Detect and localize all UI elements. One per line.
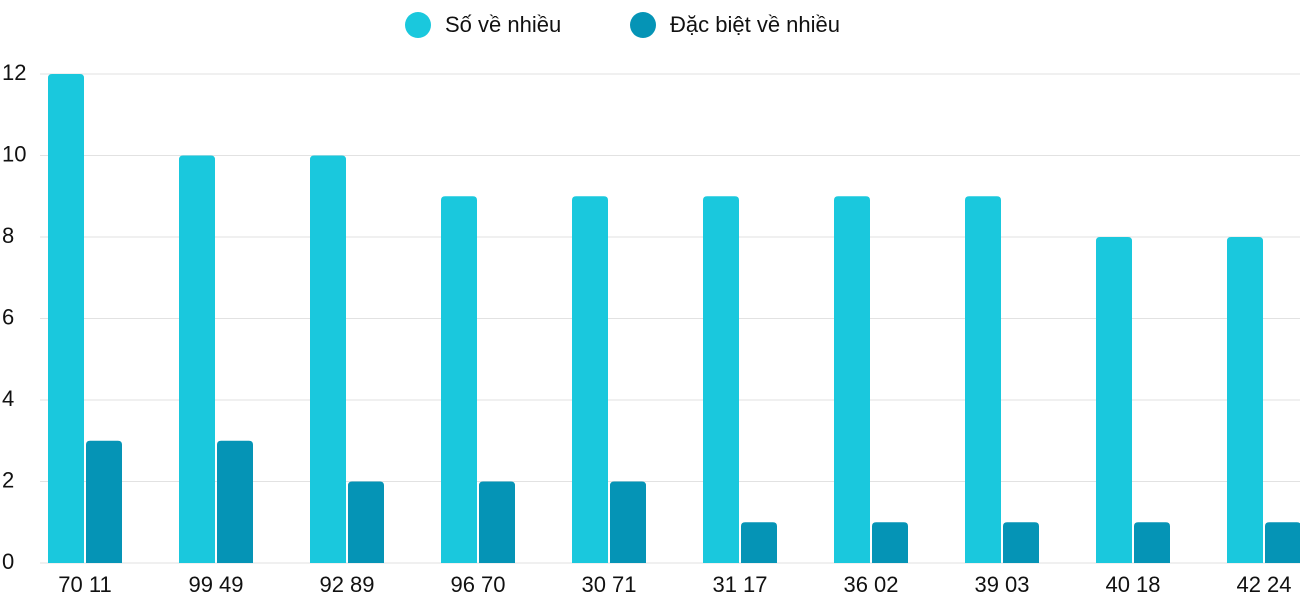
bar (741, 522, 777, 563)
y-tick-label: 4 (2, 386, 14, 411)
x-tick-label: 96 70 (450, 572, 505, 597)
y-tick-label: 2 (2, 467, 14, 492)
y-tick-label: 12 (2, 60, 26, 85)
bar (479, 481, 515, 563)
x-tick-label: 92 89 (319, 572, 374, 597)
legend-label: Đặc biệt về nhiều (670, 12, 840, 37)
legend-label: Số về nhiều (445, 12, 561, 37)
bar (441, 196, 477, 563)
bar (1227, 237, 1263, 563)
x-tick-label: 39 03 (974, 572, 1029, 597)
x-tick-label: 36 02 (843, 572, 898, 597)
bar (217, 440, 253, 563)
bar (610, 481, 646, 563)
y-tick-label: 8 (2, 223, 14, 248)
bar (965, 196, 1001, 563)
bar (872, 522, 908, 563)
bar (834, 196, 870, 563)
x-tick-label: 70 11 (58, 572, 111, 597)
bar (1003, 522, 1039, 563)
x-tick-label: 31 17 (712, 572, 767, 597)
bar (1096, 237, 1132, 563)
x-tick-label: 30 71 (581, 572, 636, 597)
y-tick-label: 0 (2, 549, 14, 574)
bar (48, 74, 84, 563)
x-tick-label: 40 18 (1105, 572, 1160, 597)
x-tick-label: 99 49 (188, 572, 243, 597)
bar (572, 196, 608, 563)
bar (348, 481, 384, 563)
bar (703, 196, 739, 563)
bar (86, 440, 122, 563)
y-tick-label: 10 (2, 141, 26, 166)
bar (1134, 522, 1170, 563)
y-tick-label: 6 (2, 304, 14, 329)
legend-swatch (405, 12, 431, 38)
bar (1265, 522, 1300, 563)
bar (179, 155, 215, 563)
x-tick-label: 42 24 (1236, 572, 1291, 597)
legend-swatch (630, 12, 656, 38)
bar (310, 155, 346, 563)
